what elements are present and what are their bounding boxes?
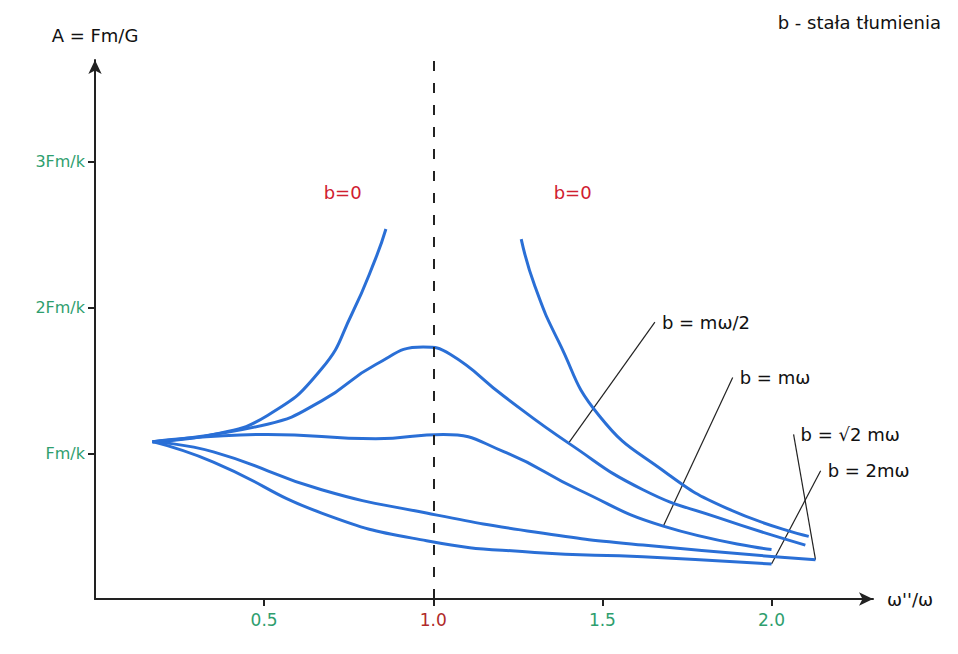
svg-text:2.0: 2.0 <box>758 610 785 630</box>
svg-text:b = √2 mω: b = √2 mω <box>801 424 900 445</box>
svg-text:b=0: b=0 <box>324 182 362 203</box>
svg-text:1.0: 1.0 <box>420 610 447 630</box>
svg-text:ω''/ω: ω''/ω <box>887 589 933 610</box>
svg-text:3Fm/k: 3Fm/k <box>35 152 85 171</box>
svg-text:b - stała tłumienia: b - stała tłumienia <box>778 12 941 33</box>
svg-text:A = Fm/G: A = Fm/G <box>52 25 139 46</box>
svg-text:0.5: 0.5 <box>251 610 278 630</box>
svg-text:b = mω: b = mω <box>740 367 811 388</box>
svg-text:b = mω/2: b = mω/2 <box>662 312 750 333</box>
svg-text:b = 2mω: b = 2mω <box>828 460 910 481</box>
svg-text:b=0: b=0 <box>554 182 592 203</box>
svg-text:1.5: 1.5 <box>589 610 616 630</box>
svg-text:Fm/k: Fm/k <box>46 444 86 463</box>
svg-text:2Fm/k: 2Fm/k <box>35 298 85 317</box>
